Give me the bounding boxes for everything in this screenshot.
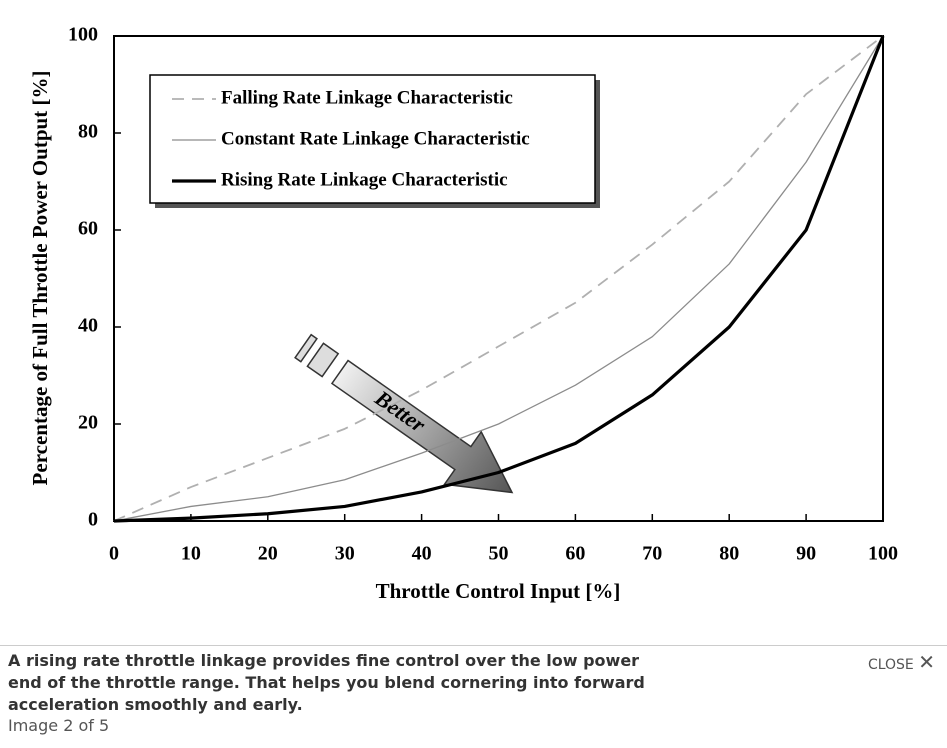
caption-text: A rising rate throttle linkage provides … [8, 651, 645, 714]
y-tick-label: 40 [78, 315, 98, 337]
legend-box [149, 74, 596, 204]
y-tick-label: 0 [88, 509, 98, 531]
y-tick-label: 100 [68, 24, 98, 46]
y-tick-label: 80 [78, 121, 98, 143]
x-tick-label: 50 [489, 543, 509, 565]
better-arrow: Better [294, 333, 514, 494]
x-tick-label: 70 [642, 543, 662, 565]
caption-bar: A rising rate throttle linkage provides … [0, 645, 947, 748]
chart: Throttle Control Input [%] Percentage of… [28, 24, 898, 603]
x-tick-label: 100 [868, 543, 898, 565]
y-tick-label: 20 [78, 412, 98, 434]
series-line [113, 35, 884, 522]
x-tick-label: 40 [412, 543, 432, 565]
y-axis-label: Percentage of Full Throttle Power Output… [28, 71, 52, 486]
series-line [113, 35, 884, 522]
series-line [113, 35, 885, 523]
close-button[interactable]: CLOSE ✕ [867, 650, 935, 674]
y-tick-label: 60 [78, 218, 98, 240]
legend-label: Constant Rate Linkage Characteristic [221, 128, 530, 149]
close-label[interactable]: CLOSE [867, 657, 914, 673]
x-tick-label: 0 [109, 543, 119, 565]
x-tick-label: 20 [258, 543, 278, 565]
x-tick-label: 10 [181, 543, 201, 565]
legend-label: Falling Rate Linkage Characteristic [221, 87, 513, 108]
x-axis-label: Throttle Control Input [%] [376, 579, 621, 603]
legend: Falling Rate Linkage Characteristic Const… [149, 74, 600, 208]
x-tick-label: 60 [565, 543, 585, 565]
x-tick-label: 30 [335, 543, 355, 565]
x-tick-label: 80 [719, 543, 739, 565]
x-tick-label: 90 [796, 543, 816, 565]
legend-label: Rising Rate Linkage Characteristic [221, 169, 508, 190]
image-counter: Image 2 of 5 [8, 716, 110, 735]
